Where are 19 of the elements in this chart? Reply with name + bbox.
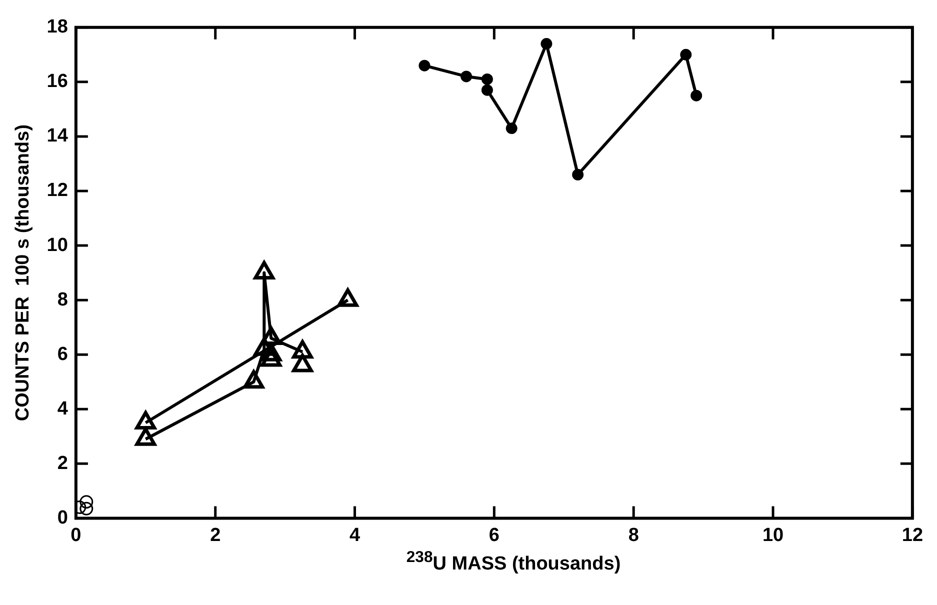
y-tick-label: 18 [46,16,68,38]
x-tick-label: 12 [902,524,924,546]
y-tick-label: 6 [57,344,68,365]
x-tick-label: 10 [762,524,784,546]
x-tick-label: 2 [210,524,221,546]
y-tick-label: 16 [46,71,68,92]
x-tick-label: 4 [349,524,360,546]
x-tick-label: 8 [628,524,639,546]
x-tick-label: 0 [70,524,82,546]
y-tick-label: 2 [57,452,68,474]
y-tick-label: 0 [57,507,68,528]
y-tick-label: 12 [46,180,68,202]
x-axis-title: $^{238}$U MASS (thousands) [405,549,622,576]
y-tick-label: 14 [46,126,68,147]
y-tick-label: 10 [46,234,68,256]
y-axis-title: COUNTS PER 100 s (thousands) [12,124,34,422]
y-tick-label: 4 [57,398,68,420]
y-tick-label: 8 [57,289,68,310]
x-tick-label: 6 [488,524,500,546]
